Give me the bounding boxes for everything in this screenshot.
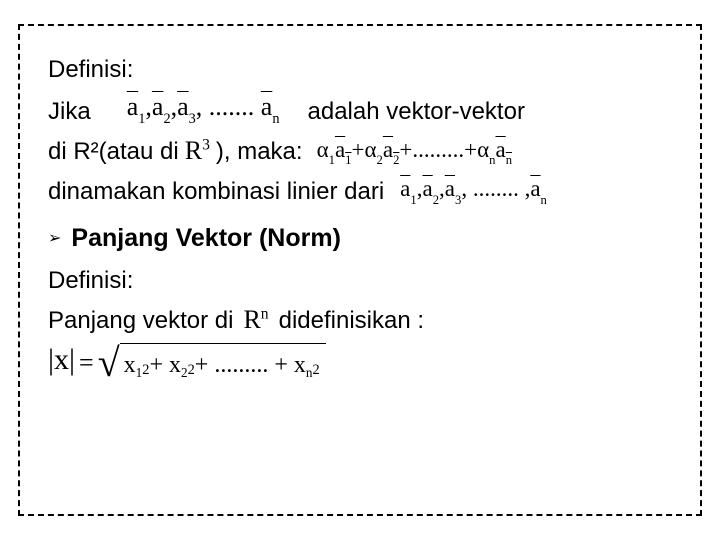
math-linear-combination: α1a1+α2a2+.........+αnan	[317, 137, 512, 167]
text-maka: ), maka:	[216, 138, 303, 166]
line-jika: Jika a1,a2,a3, ....... an adalah vektor-…	[48, 92, 672, 126]
bullet-icon: ➢	[48, 228, 61, 248]
math-r3: R3	[185, 136, 210, 166]
text-adalah: adalah vektor-vektor	[308, 98, 525, 126]
definition-label-1: Definisi:	[48, 56, 672, 84]
line-panjang: Panjang vektor di Rn didefinisikan :	[48, 305, 672, 335]
norm-lhs: |x|	[48, 343, 75, 377]
math-rn: Rn	[243, 305, 268, 335]
radicand: x12 + x22 + ......... + xn2	[120, 343, 326, 379]
section-heading: Panjang Vektor (Norm)	[71, 224, 341, 253]
sqrt-expression: √ x12 + x22 + ......... + xn2	[98, 343, 326, 383]
math-vector-sequence-2: a1,a2,a3, ........ ,an	[400, 176, 547, 206]
equals-sign: =	[79, 348, 94, 378]
norm-formula: |x| = √ x12 + x22 + ......... + xn2	[48, 343, 672, 383]
text-jika: Jika	[48, 98, 91, 126]
text-di-r2: di R²(atau di	[48, 138, 179, 166]
line-r2: di R²(atau di R3 ), maka: α1a1+α2a2+....…	[48, 136, 672, 166]
line-dinamakan: dinamakan kombinasi linier dari a1,a2,a3…	[48, 176, 672, 206]
text-panjang-di: Panjang vektor di	[48, 307, 233, 335]
section-heading-row: ➢ Panjang Vektor (Norm)	[48, 224, 672, 253]
math-vector-sequence: a1,a2,a3, ....... an	[127, 92, 280, 126]
text-didefinisikan: didefinisikan :	[279, 307, 424, 335]
content-frame: Definisi: Jika a1,a2,a3, ....... an adal…	[18, 24, 702, 516]
definition-label-2: Definisi:	[48, 267, 672, 295]
text-dinamakan: dinamakan kombinasi linier dari	[48, 178, 384, 206]
radical-icon: √	[98, 343, 120, 383]
